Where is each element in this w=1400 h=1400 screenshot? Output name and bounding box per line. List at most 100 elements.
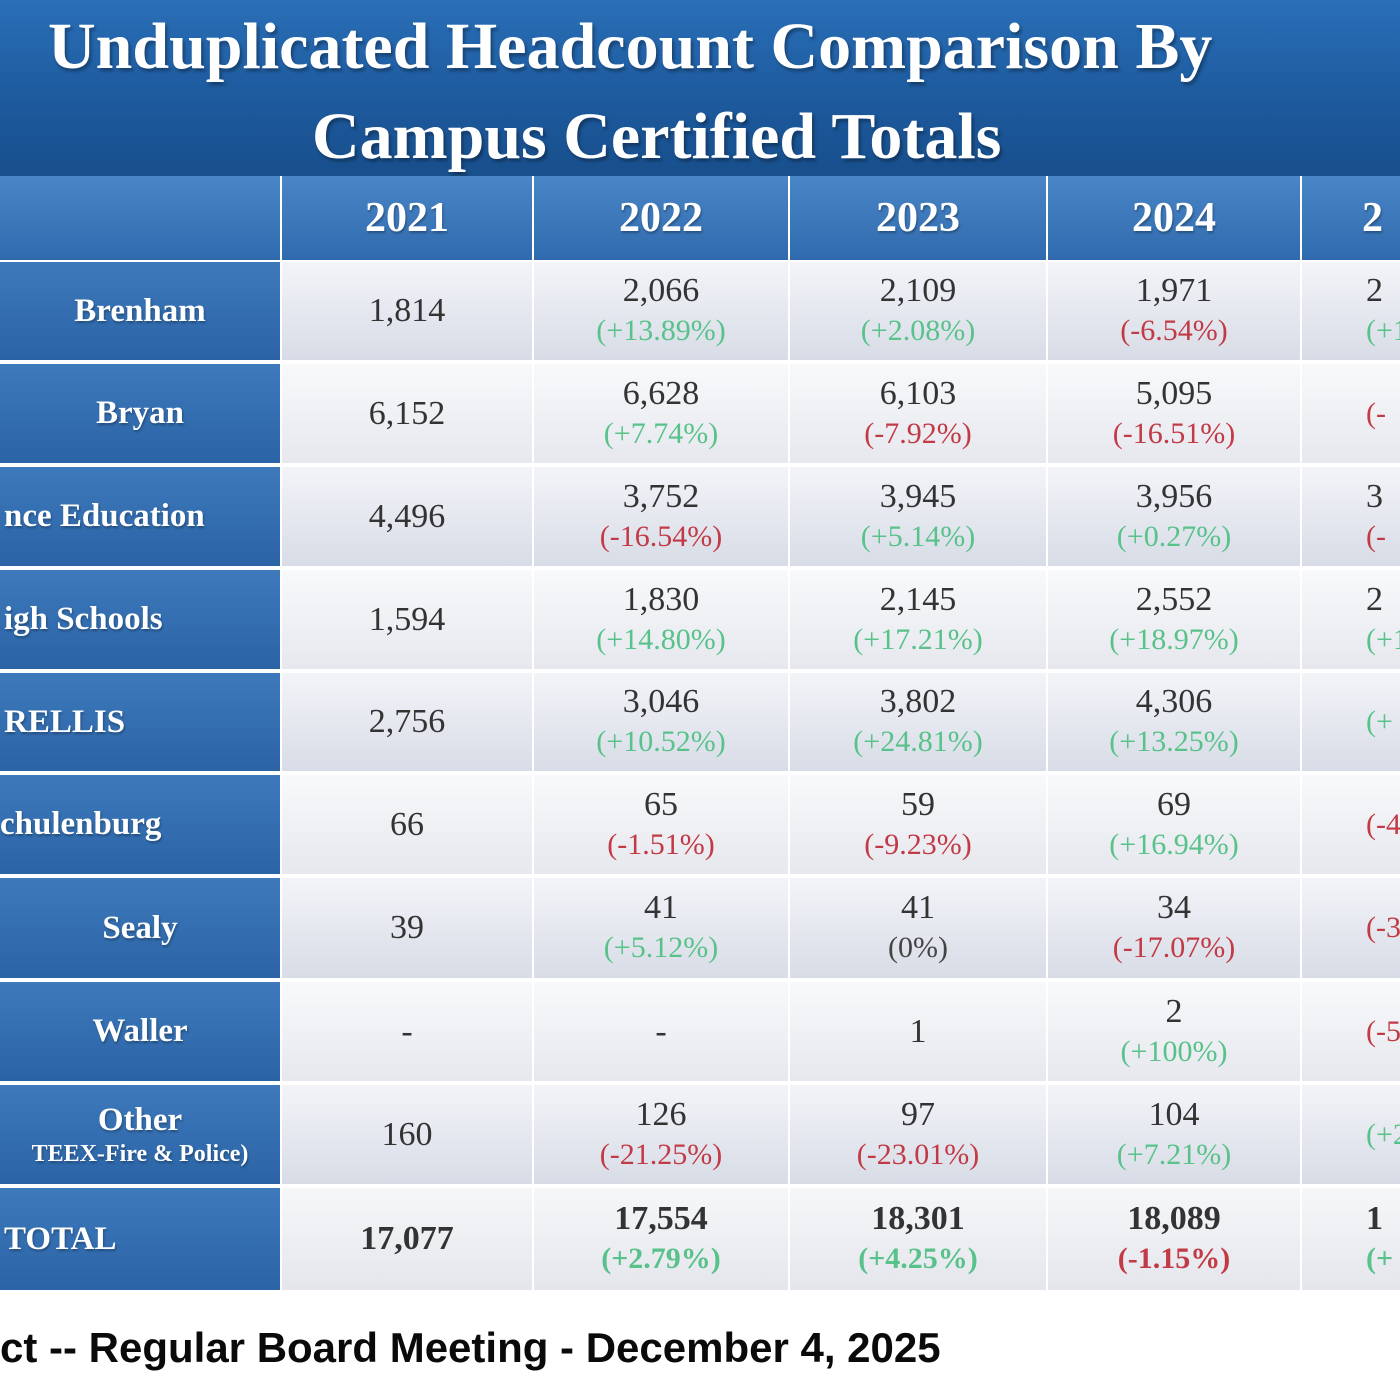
slide-title-line-2: Campus Certified Totals — [312, 100, 1002, 173]
cell-percent-change: (+10.52%) — [596, 725, 726, 758]
row-label-text: RELLIS — [4, 703, 126, 740]
cell-value: 126 — [635, 1095, 687, 1133]
cell-value: 104 — [1148, 1095, 1200, 1133]
row-label: Bryan — [0, 364, 280, 467]
table-cell: 3 (- — [1300, 467, 1400, 570]
cell-value: 3,802 — [879, 683, 957, 720]
row-label: chulenburg — [0, 775, 280, 878]
row-label-text: Sealy — [102, 909, 178, 946]
cell-percent-change: (-1.15%) — [1117, 1242, 1231, 1275]
table-cell: 17,077 — [280, 1188, 532, 1294]
cell-value: 1,971 — [1135, 272, 1213, 309]
cell-percent-change: (-3 — [1366, 911, 1400, 944]
table-cell: 3,945 (+5.14%) — [788, 467, 1046, 570]
table-cell: (-3 — [1300, 878, 1400, 982]
cell-value: 160 — [381, 1115, 433, 1153]
table-cell: 2,552 (+18.97%) — [1046, 570, 1300, 673]
table-cell: 18,301 (+4.25%) — [788, 1188, 1046, 1294]
cell-value: 2,756 — [368, 703, 446, 740]
table-cell: 2 (+100%) — [1046, 982, 1300, 1085]
cell-percent-change: (-4 — [1366, 807, 1400, 841]
column-header-3: 2023 — [788, 176, 1046, 262]
row-label-text: igh Schools — [4, 601, 163, 637]
table-cell: (+ — [1300, 673, 1400, 775]
table-cell: 6,103 (-7.92%) — [788, 364, 1046, 467]
cell-value: 59 — [901, 785, 935, 823]
title-banner: Unduplicated Headcount Comparison By Cam… — [0, 0, 1400, 176]
cell-percent-change: (-6.54%) — [1120, 314, 1228, 347]
table-cell: 69 (+16.94%) — [1046, 775, 1300, 878]
cell-percent-change: (-7.92%) — [864, 416, 972, 450]
table-cell: 65 (-1.51%) — [532, 775, 788, 878]
cell-value: 2,145 — [879, 580, 957, 618]
cell-percent-change: (-16.54%) — [599, 519, 723, 553]
row-label: Sealy — [0, 878, 280, 982]
cell-value: 1,814 — [368, 292, 446, 329]
cell-percent-change: (+24.81%) — [853, 725, 983, 758]
cell-value: 1,594 — [368, 600, 446, 638]
cell-percent-change: (-21.25%) — [599, 1137, 723, 1171]
table-cell: (- — [1300, 364, 1400, 467]
table-cell: (+2 — [1300, 1085, 1400, 1188]
cell-value: 6,152 — [368, 394, 446, 432]
row-label: Brenham — [0, 262, 280, 364]
cell-percent-change: (-17.07%) — [1112, 931, 1236, 964]
row-label-text: Other — [97, 1101, 183, 1138]
table-cell: 34 (-17.07%) — [1046, 878, 1300, 982]
row-label-text: Brenham — [74, 292, 206, 329]
table-cell: 41 (+5.12%) — [532, 878, 788, 982]
cell-value: 4,496 — [368, 497, 446, 535]
table-cell: 6,628 (+7.74%) — [532, 364, 788, 467]
cell-value: 3,945 — [879, 477, 957, 515]
table-cell: 1,814 — [280, 262, 532, 364]
column-header-label: 2021 — [365, 195, 449, 241]
cell-percent-change: (+5.14%) — [860, 519, 976, 553]
cell-percent-change: (- — [1366, 396, 1386, 430]
cell-value: 6,628 — [622, 374, 700, 412]
cell-value: 2 — [1165, 992, 1183, 1030]
cell-percent-change: (+1 — [1366, 314, 1400, 347]
row-label: nce Education — [0, 467, 280, 570]
table-cell: 3,046 (+10.52%) — [532, 673, 788, 775]
cell-value: 41 — [644, 889, 678, 926]
table-cell: 104 (+7.21%) — [1046, 1085, 1300, 1188]
meeting-caption: ct -- Regular Board Meeting - December 4… — [0, 1324, 941, 1371]
cell-percent-change: (-1.51%) — [607, 827, 715, 861]
row-label: Waller — [0, 982, 280, 1085]
row-label-text: TOTAL — [4, 1220, 117, 1257]
cell-value: - — [401, 1012, 413, 1050]
cell-percent-change: (-23.01%) — [856, 1137, 980, 1171]
cell-percent-change: (+ — [1366, 1242, 1394, 1275]
cell-value: 65 — [644, 785, 678, 823]
cell-value: 2,552 — [1135, 580, 1213, 618]
table-cell: 2,756 — [280, 673, 532, 775]
cell-percent-change: (+18.97%) — [1109, 622, 1239, 656]
cell-value: 2 — [1366, 580, 1383, 618]
cell-value: 3,046 — [622, 683, 700, 720]
table-cell: (-5 — [1300, 982, 1400, 1085]
cell-value: 69 — [1157, 785, 1191, 823]
table-cell: 97 (-23.01%) — [788, 1085, 1046, 1188]
table-cell: 1 — [788, 982, 1046, 1085]
cell-percent-change: (+13.25%) — [1109, 725, 1239, 758]
table-cell: 2,066 (+13.89%) — [532, 262, 788, 364]
table-cell: (-4 — [1300, 775, 1400, 878]
cell-percent-change: (+16.94%) — [1109, 827, 1239, 861]
table-cell: 6,152 — [280, 364, 532, 467]
column-header-label: 2 — [1362, 195, 1383, 241]
cell-value: 1 — [1366, 1200, 1383, 1237]
column-header-label: 2023 — [876, 195, 960, 241]
cell-percent-change: (+0.27%) — [1116, 519, 1232, 553]
cell-percent-change: (-16.51%) — [1112, 416, 1236, 450]
header-corner — [0, 176, 280, 262]
table-cell: 1 (+ — [1300, 1188, 1400, 1294]
cell-percent-change: (+ — [1366, 705, 1393, 738]
table-cell: 2(+1 — [1300, 570, 1400, 673]
cell-percent-change: (+17.21%) — [853, 622, 983, 656]
cell-percent-change: (-5 — [1366, 1014, 1400, 1048]
row-label-text: Waller — [92, 1013, 188, 1049]
cell-value: 41 — [901, 889, 935, 926]
table-cell: 3,752 (-16.54%) — [532, 467, 788, 570]
cell-value: 3,752 — [622, 477, 700, 515]
column-header-label: 2022 — [619, 195, 703, 241]
